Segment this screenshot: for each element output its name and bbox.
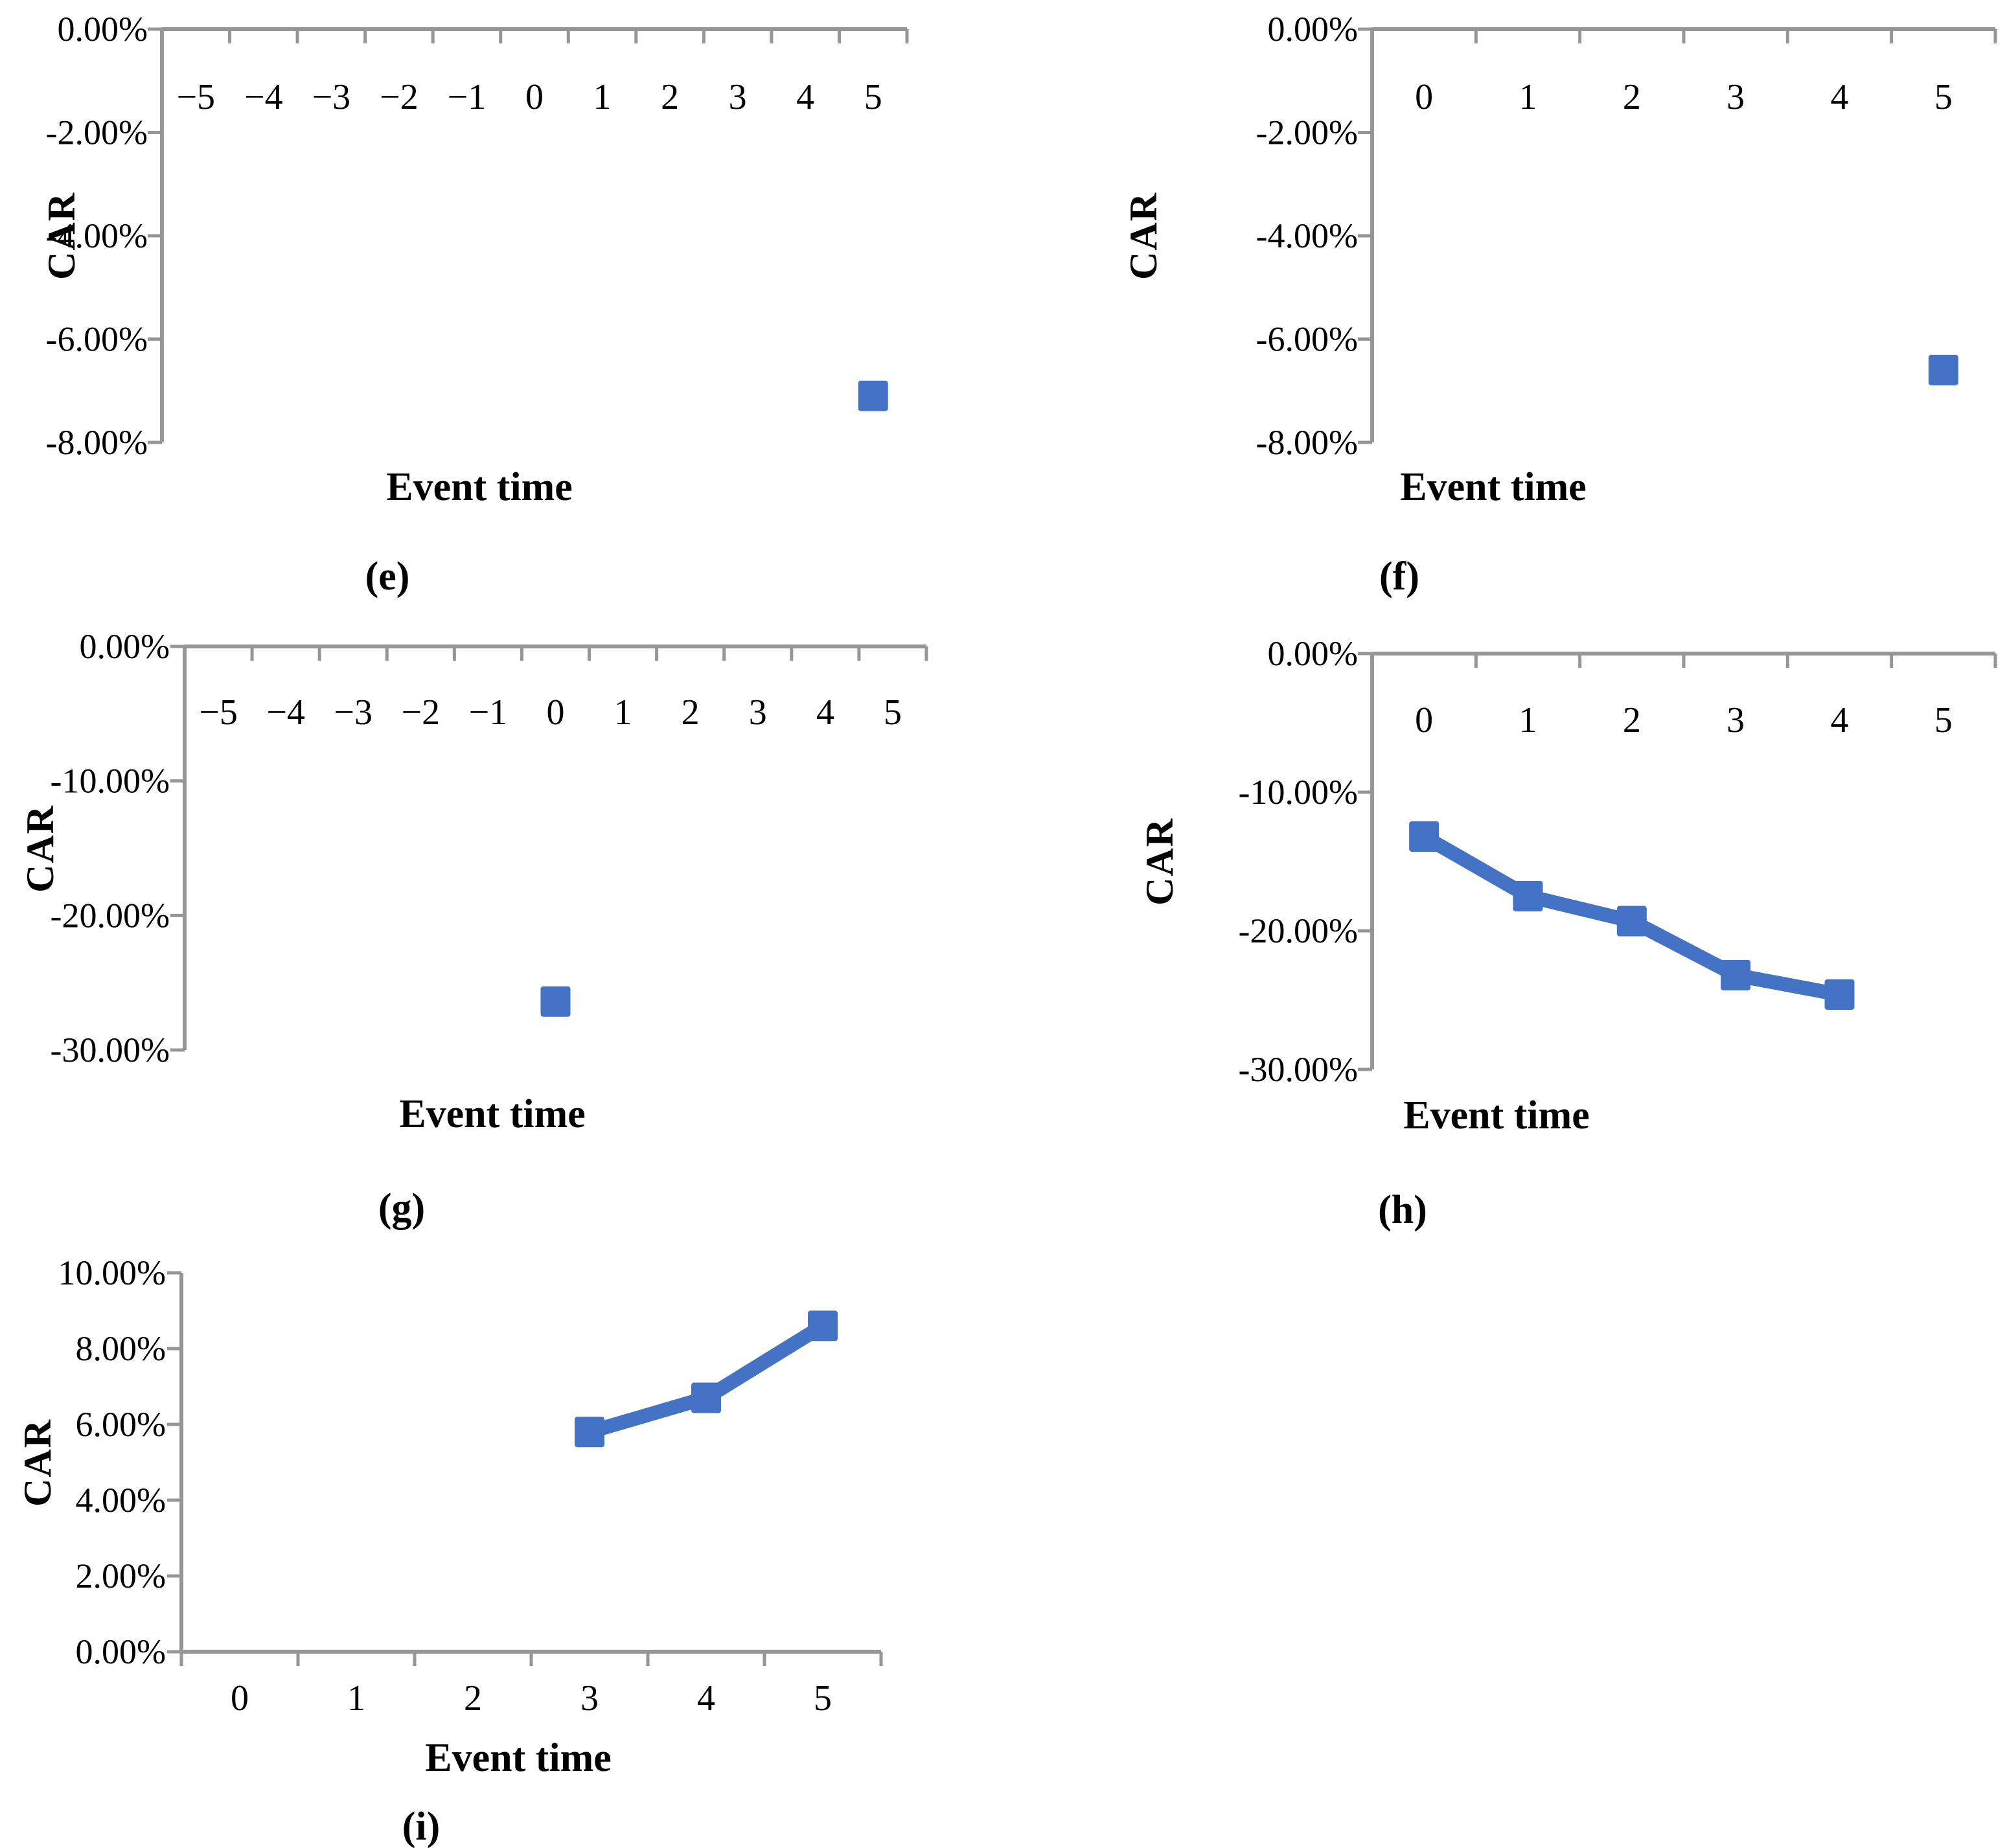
x-tick-label: 5 — [864, 77, 882, 117]
x-tick-label: 5 — [1934, 77, 1953, 117]
x-tick-label: 0 — [525, 77, 544, 117]
x-tick-label: 1 — [593, 77, 612, 117]
x-tick-label: 0 — [231, 1678, 249, 1718]
y-tick-label: -6.00% — [46, 320, 148, 359]
panel-f-caption: (f) — [1379, 554, 1419, 599]
y-tick-label: -8.00% — [46, 423, 148, 462]
x-tick-label: 4 — [816, 692, 834, 733]
y-tick-label: -20.00% — [1239, 911, 1358, 950]
data-point-marker — [1721, 959, 1751, 990]
y-tick-label: -10.00% — [51, 762, 170, 801]
panel-g-caption: (g) — [378, 1186, 426, 1230]
y-tick-label: 6.00% — [76, 1405, 166, 1444]
x-tick-label: 2 — [464, 1678, 482, 1718]
data-point-marker — [808, 1310, 838, 1341]
panel-e-caption: (e) — [365, 554, 410, 599]
data-point-marker — [540, 986, 571, 1017]
x-tick-label: 1 — [1519, 77, 1537, 117]
x-tick-label: 2 — [1623, 77, 1641, 117]
x-tick-label: 5 — [1934, 700, 1953, 740]
y-tick-label: 0.00% — [1268, 634, 1358, 673]
x-tick-label: −5 — [176, 77, 215, 117]
y-tick-label: 0.00% — [80, 627, 170, 666]
x-tick-label: 3 — [580, 1678, 599, 1718]
x-tick-label: 4 — [697, 1678, 715, 1718]
data-point-marker — [575, 1417, 604, 1448]
x-tick-label: 0 — [1415, 700, 1433, 740]
x-tick-label: −2 — [402, 692, 441, 733]
y-tick-label: 4.00% — [76, 1481, 166, 1520]
x-tick-label: 5 — [884, 692, 902, 733]
x-tick-label: 4 — [796, 77, 814, 117]
y-tick-label: 10.00% — [58, 1253, 166, 1292]
panel-f-y-axis-title: CAR — [1122, 192, 1165, 280]
y-tick-label: -6.00% — [1256, 320, 1358, 359]
x-tick-label: 3 — [749, 692, 767, 733]
y-tick-label: -30.00% — [1239, 1050, 1358, 1089]
data-point-marker — [1616, 906, 1647, 937]
x-tick-label: 3 — [729, 77, 747, 117]
data-point-marker — [1824, 979, 1855, 1010]
x-tick-label: 1 — [614, 692, 632, 733]
y-tick-label: 0.00% — [76, 1632, 166, 1671]
panel-i-y-axis-title: CAR — [16, 1419, 59, 1507]
data-point-marker — [1928, 354, 1958, 385]
panel-h-y-axis-title: CAR — [1138, 817, 1181, 906]
y-tick-label: -10.00% — [1239, 773, 1358, 812]
y-tick-label: 0.00% — [1268, 10, 1358, 49]
y-tick-label: 2.00% — [76, 1557, 166, 1595]
y-tick-label: -2.00% — [1256, 113, 1358, 152]
x-tick-label: −1 — [448, 77, 487, 117]
y-tick-label: -4.00% — [1256, 216, 1358, 255]
x-tick-label: 1 — [347, 1678, 365, 1718]
panel-h-caption: (h) — [1378, 1188, 1427, 1232]
x-tick-label: 0 — [547, 692, 565, 733]
data-point-marker — [1409, 821, 1439, 852]
x-tick-label: −4 — [244, 77, 283, 117]
data-point-marker — [858, 380, 888, 411]
y-tick-label: -2.00% — [46, 113, 148, 152]
panel-i-caption: (i) — [402, 1805, 441, 1848]
panel-f-x-axis-title: Event time — [1400, 465, 1587, 509]
y-tick-label: 8.00% — [76, 1329, 166, 1368]
panel-g-y-axis-title: CAR — [19, 804, 62, 893]
y-tick-label: 0.00% — [58, 10, 148, 49]
x-tick-label: 4 — [1831, 77, 1849, 117]
x-tick-label: 3 — [1726, 77, 1745, 117]
series-line — [582, 1318, 830, 1439]
x-tick-label: 3 — [1726, 700, 1745, 740]
x-tick-label: −2 — [380, 77, 419, 117]
panel-e-y-axis-title: CAR — [40, 192, 83, 280]
x-tick-label: 2 — [661, 77, 679, 117]
series-line — [1417, 829, 1847, 1002]
y-tick-label: -30.00% — [51, 1031, 170, 1069]
x-tick-label: 4 — [1831, 700, 1849, 740]
x-tick-label: −5 — [199, 692, 238, 733]
x-tick-label: 2 — [1623, 700, 1641, 740]
x-tick-label: −1 — [469, 692, 508, 733]
x-tick-label: 0 — [1415, 77, 1433, 117]
x-tick-label: 1 — [1519, 700, 1537, 740]
x-tick-label: 5 — [814, 1678, 832, 1718]
x-tick-label: 2 — [682, 692, 700, 733]
x-tick-label: −3 — [312, 77, 351, 117]
data-point-marker — [691, 1382, 721, 1413]
y-tick-label: -8.00% — [1256, 423, 1358, 462]
panel-e-x-axis-title: Event time — [386, 465, 573, 509]
panel-i-x-axis-title: Event time — [425, 1736, 612, 1780]
x-tick-label: −4 — [266, 692, 305, 733]
panel-g-x-axis-title: Event time — [399, 1092, 586, 1136]
x-tick-label: −3 — [334, 692, 373, 733]
panel-h-x-axis-title: Event time — [1403, 1093, 1590, 1137]
data-point-marker — [1513, 881, 1543, 911]
y-tick-label: -20.00% — [51, 896, 170, 935]
